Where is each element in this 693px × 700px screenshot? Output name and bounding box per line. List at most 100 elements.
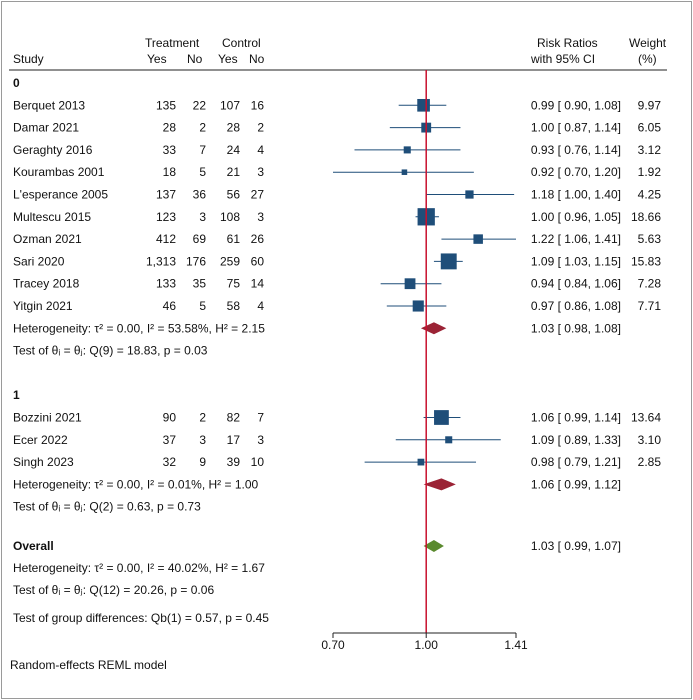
pooled-rr-text-group-0: 1.03 [ 0.98, 1.08] [531, 321, 621, 335]
weight-g0-s0: 9.97 [638, 98, 662, 112]
header-treatment-no: No [187, 52, 203, 66]
weight-g0-s8: 7.28 [638, 277, 662, 291]
header-weight-pct: (%) [638, 52, 657, 66]
study-label-g1-s2: Singh 2023 [13, 455, 74, 469]
study-label-g1-s0: Bozzini 2021 [13, 411, 82, 425]
study-label-g0-s4: L'esperance 2005 [13, 188, 108, 202]
rr-text-g1-s1: 1.09 [ 0.89, 1.33] [531, 433, 621, 447]
control-yes-g0-s2: 24 [227, 143, 241, 157]
test-group-1: Test of θᵢ = θⱼ: Q(2) = 0.63, p = 0.73 [13, 500, 201, 514]
treatment-no-g0-s7: 176 [186, 254, 206, 268]
weight-g0-s2: 3.12 [638, 143, 662, 157]
study-label-g0-s7: Sari 2020 [13, 254, 65, 268]
pooled-rr-text-group-1: 1.06 [ 0.99, 1.12] [531, 477, 621, 491]
header-control-no: No [249, 52, 265, 66]
rr-text-g1-s0: 1.06 [ 0.99, 1.14] [531, 411, 621, 425]
study-label-g0-s0: Berquet 2013 [13, 98, 85, 112]
test-overall: Test of θᵢ = θⱼ: Q(12) = 20.26, p = 0.06 [13, 583, 214, 597]
weight-g0-s4: 4.25 [638, 188, 662, 202]
header-treatment: Treatment [145, 36, 200, 50]
test-group-differences: Test of group differences: Qb(1) = 0.57,… [13, 611, 269, 625]
heterogeneity-overall: Heterogeneity: τ² = 0.00, I² = 40.02%, H… [13, 561, 265, 575]
overall-label: Overall [13, 539, 54, 553]
study-label-g0-s1: Damar 2021 [13, 121, 79, 135]
weight-g0-s6: 5.63 [638, 232, 662, 246]
heterogeneity-group-0: Heterogeneity: τ² = 0.00, I² = 53.58%, H… [13, 321, 265, 335]
control-no-g0-s0: 16 [251, 98, 265, 112]
control-yes-g0-s0: 107 [220, 98, 240, 112]
study-label-g0-s6: Ozman 2021 [13, 232, 82, 246]
treatment-no-g0-s3: 5 [199, 165, 206, 179]
treatment-yes-g0-s6: 412 [156, 232, 176, 246]
treatment-yes-g0-s0: 135 [156, 98, 176, 112]
rr-text-g0-s6: 1.22 [ 1.06, 1.41] [531, 232, 621, 246]
marker-g0-s4 [465, 190, 474, 199]
treatment-no-g0-s9: 5 [199, 299, 206, 313]
rr-text-g0-s5: 1.00 [ 0.96, 1.05] [531, 210, 621, 224]
header-weight: Weight [629, 36, 667, 50]
treatment-no-g1-s0: 2 [199, 411, 206, 425]
study-label-g1-s1: Ecer 2022 [13, 433, 68, 447]
marker-g1-s0 [434, 410, 449, 425]
treatment-yes-g0-s8: 133 [156, 277, 176, 291]
marker-g0-s8 [404, 278, 416, 290]
weight-g0-s5: 18.66 [631, 210, 661, 224]
treatment-yes-g0-s5: 123 [156, 210, 176, 224]
group-label-0: 0 [13, 76, 20, 90]
treatment-no-g0-s5: 3 [199, 210, 206, 224]
treatment-yes-g1-s1: 37 [163, 433, 177, 447]
control-no-g0-s4: 27 [251, 188, 265, 202]
treatment-no-g0-s2: 7 [199, 143, 206, 157]
control-yes-g1-s2: 39 [227, 455, 241, 469]
control-yes-g0-s4: 56 [227, 188, 241, 202]
control-no-g0-s9: 4 [257, 299, 264, 313]
group-label-1: 1 [13, 388, 20, 402]
treatment-yes-g0-s2: 33 [163, 143, 177, 157]
rr-text-g0-s1: 1.00 [ 0.87, 1.14] [531, 121, 621, 135]
treatment-yes-g0-s9: 46 [163, 299, 177, 313]
marker-g0-s2 [403, 146, 411, 154]
rr-text-g0-s2: 0.93 [ 0.76, 1.14] [531, 143, 621, 157]
treatment-no-g0-s4: 36 [193, 188, 207, 202]
control-yes-g0-s1: 28 [227, 121, 241, 135]
study-label-g0-s3: Kourambas 2001 [13, 165, 105, 179]
treatment-yes-g0-s1: 28 [163, 121, 177, 135]
x-tick-label-0: 0.70 [321, 638, 345, 652]
treatment-no-g0-s1: 2 [199, 121, 206, 135]
control-yes-g1-s1: 17 [227, 433, 241, 447]
control-no-g1-s1: 3 [257, 433, 264, 447]
treatment-no-g1-s1: 3 [199, 433, 206, 447]
treatment-no-g0-s0: 22 [193, 98, 207, 112]
control-no-g1-s2: 10 [251, 455, 265, 469]
control-yes-g0-s5: 108 [220, 210, 240, 224]
weight-g1-s1: 3.10 [638, 433, 662, 447]
marker-g0-s3 [401, 169, 408, 175]
x-tick-label-2: 1.41 [504, 638, 528, 652]
marker-g0-s7 [440, 253, 457, 270]
model-footnote: Random-effects REML model [10, 658, 167, 672]
overall-rr-text: 1.03 [ 0.99, 1.07] [531, 539, 621, 553]
marker-g1-s1 [445, 436, 453, 444]
rr-text-g1-s2: 0.98 [ 0.79, 1.21] [531, 455, 621, 469]
header-risk-ratios: Risk Ratios [537, 36, 598, 50]
treatment-yes-g1-s2: 32 [163, 455, 177, 469]
header-control: Control [222, 36, 261, 50]
treatment-yes-g0-s7: 1,313 [146, 254, 176, 268]
pooled-diamond-group-1 [423, 478, 456, 491]
treatment-no-g0-s8: 35 [193, 277, 207, 291]
control-yes-g0-s8: 75 [227, 277, 241, 291]
forest-marks [332, 70, 517, 638]
header-study: Study [13, 52, 44, 66]
treatment-yes-g0-s4: 137 [156, 188, 176, 202]
rr-text-g0-s9: 0.97 [ 0.86, 1.08] [531, 299, 621, 313]
control-no-g0-s5: 3 [257, 210, 264, 224]
study-label-g0-s2: Geraghty 2016 [13, 143, 93, 157]
study-label-g0-s5: Multescu 2015 [13, 210, 91, 224]
control-no-g0-s3: 3 [257, 165, 264, 179]
rr-text-g0-s8: 0.94 [ 0.84, 1.06] [531, 277, 621, 291]
weight-g0-s9: 7.71 [638, 299, 662, 313]
treatment-no-g1-s2: 9 [199, 455, 206, 469]
weight-g1-s0: 13.64 [631, 411, 661, 425]
pooled-diamond-group-0 [420, 322, 447, 335]
